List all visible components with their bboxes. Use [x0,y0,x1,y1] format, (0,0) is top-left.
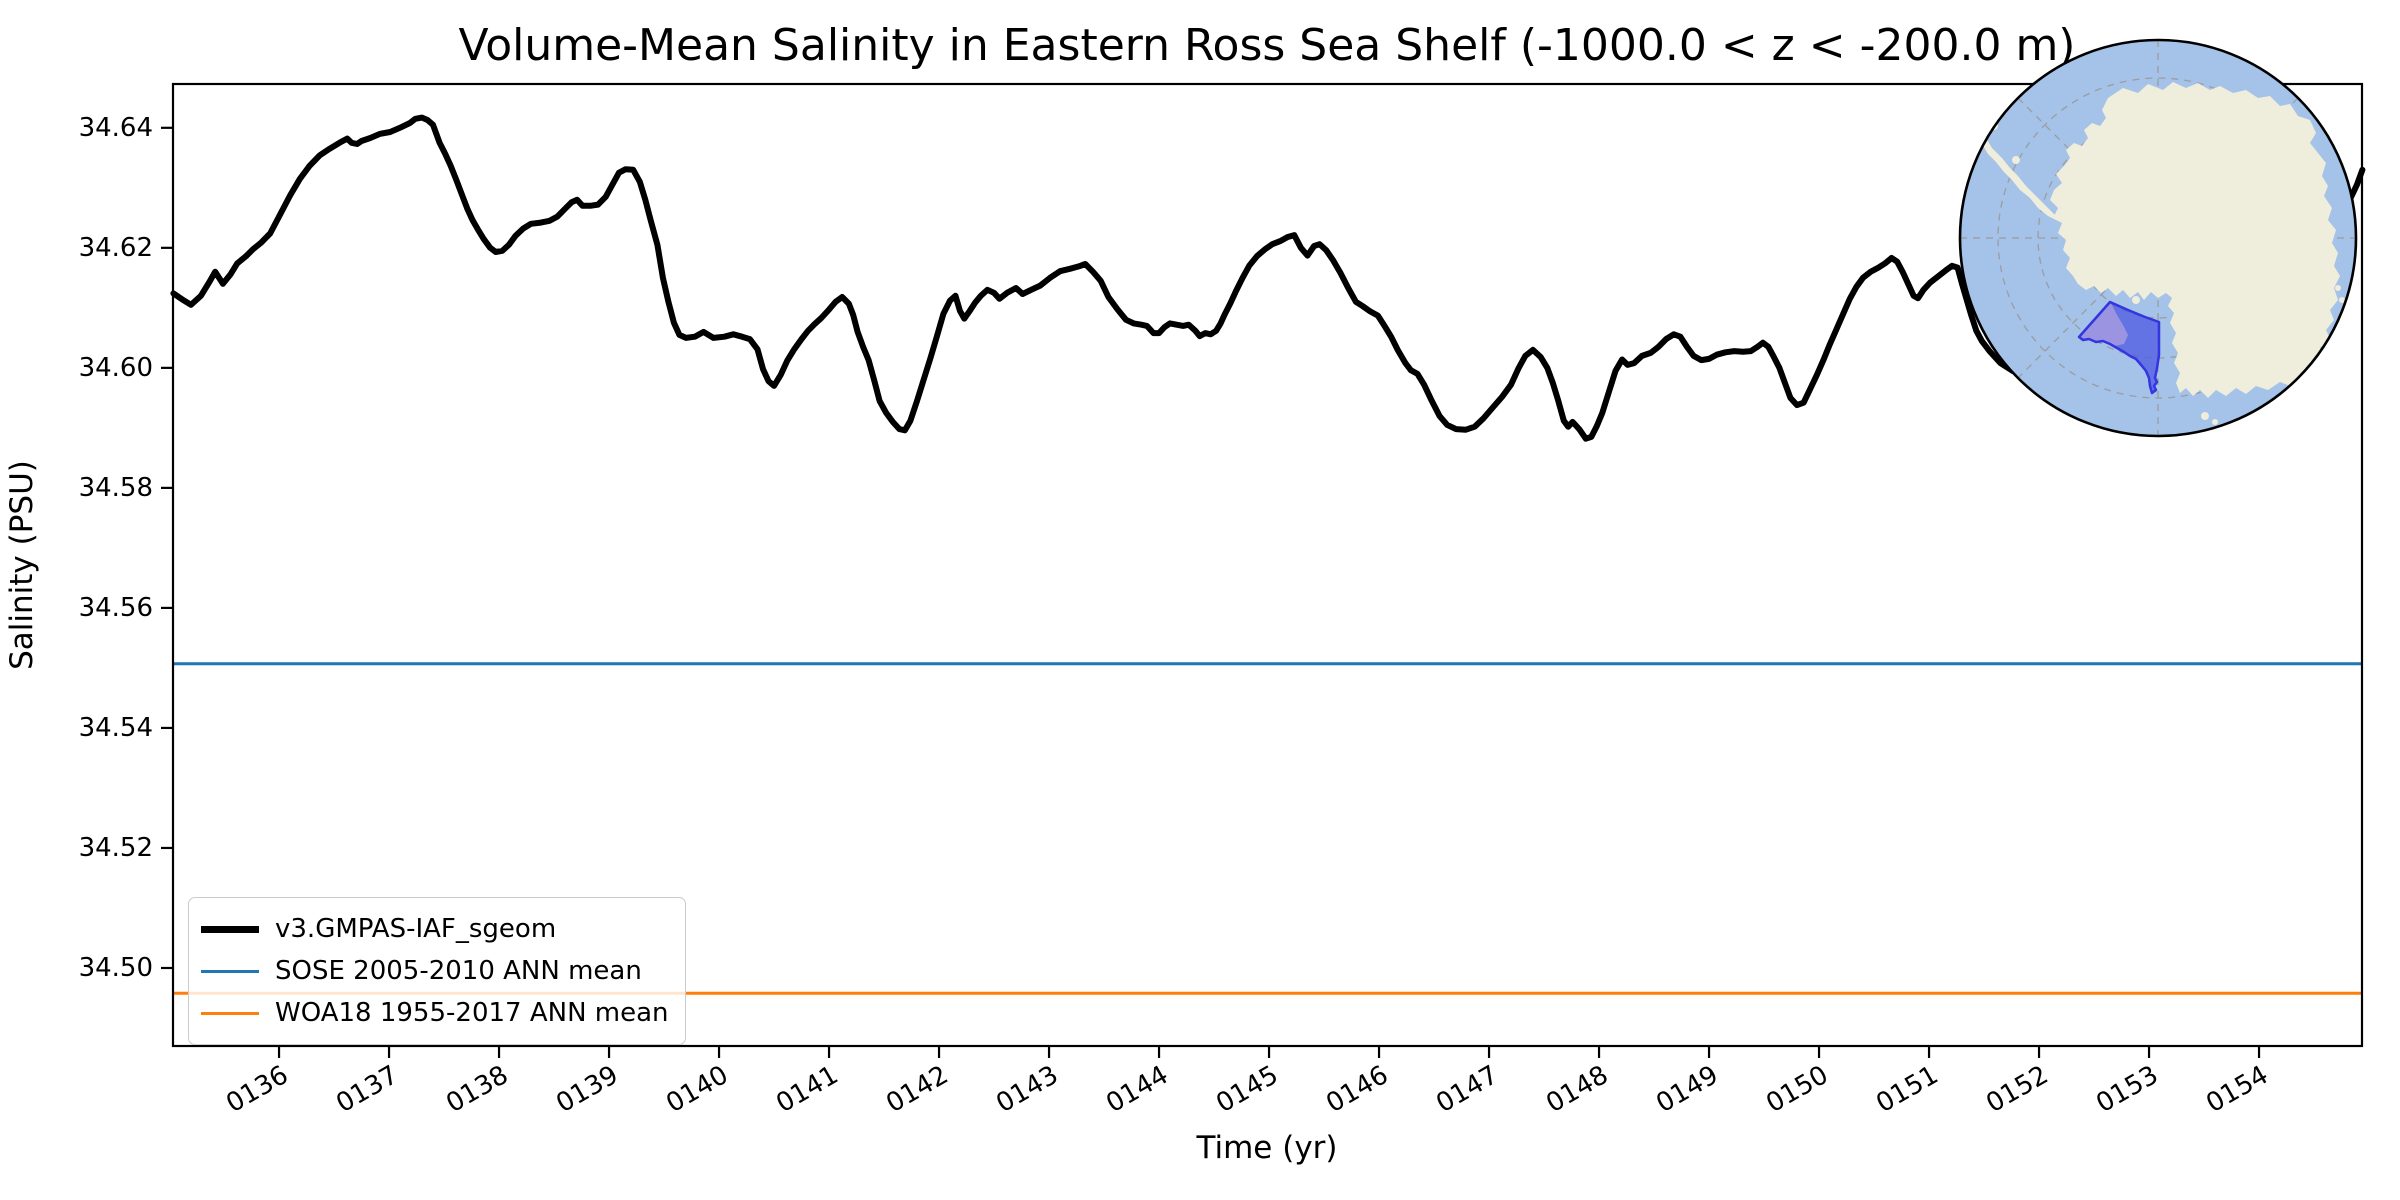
map-region-highlight [2077,300,2161,395]
antarctica-inset-map [1958,38,2358,438]
y-tick-label: 34.52 [78,832,153,863]
x-axis-label: Time (yr) [1196,1130,1338,1166]
y-tick-label: 34.62 [78,232,153,263]
legend-row: WOA18 1955-2017 ANN mean [201,992,669,1034]
legend: v3.GMPAS-IAF_sgeom SOSE 2005-2010 ANN mea… [188,897,686,1045]
map-region-fill-light [2079,302,2128,346]
map-border-circle [1958,38,2358,438]
y-tick-label: 34.64 [78,112,153,143]
y-tick-label: 34.58 [78,472,153,503]
map-region-outline [2077,300,2161,395]
legend-line-sample [201,925,259,933]
y-tick-label: 34.60 [78,352,153,383]
legend-line-sample [201,1011,259,1015]
plot-border [171,82,2364,1048]
legend-label: SOSE 2005-2010 ANN mean [275,956,642,986]
y-tick-label: 34.56 [78,592,153,623]
series-v3.GMPAS-IAF_sgeom [170,114,2366,442]
legend-label: v3.GMPAS-IAF_sgeom [275,914,557,944]
legend-line-sample [201,969,259,973]
tick-marks [161,126,2261,1058]
y-tick-label: 34.50 [78,952,153,983]
chart-title: Volume-Mean Salinity in Eastern Ross Sea… [458,20,2076,71]
legend-row: SOSE 2005-2010 ANN mean [201,950,669,992]
y-tick-label: 34.54 [78,712,153,743]
legend-row: v3.GMPAS-IAF_sgeom [201,908,669,950]
y-axis-label: Salinity (PSU) [4,460,40,670]
legend-label: WOA18 1955-2017 ANN mean [275,998,669,1028]
